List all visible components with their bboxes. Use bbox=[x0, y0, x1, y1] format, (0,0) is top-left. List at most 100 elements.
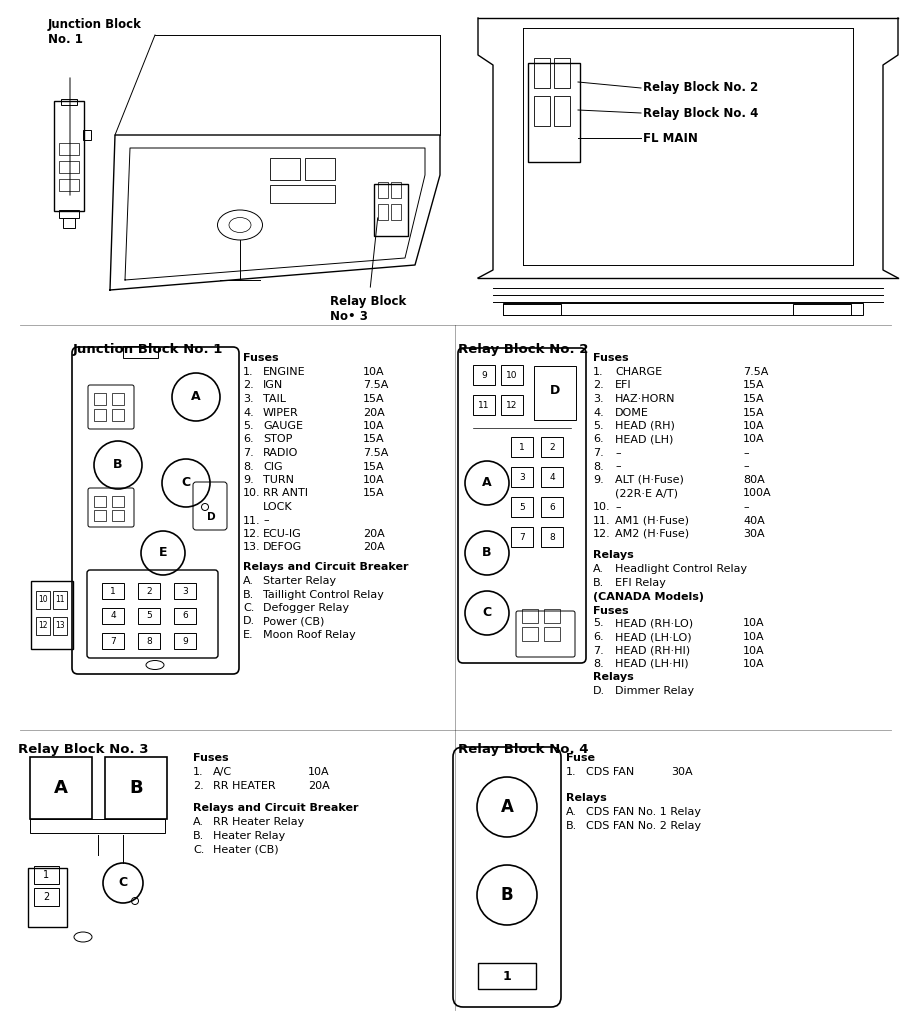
Bar bbox=[378, 182, 388, 198]
Bar bbox=[94, 409, 106, 421]
Text: 5.: 5. bbox=[593, 421, 604, 431]
Text: Relay Block No. 4: Relay Block No. 4 bbox=[458, 743, 589, 756]
Text: 30A: 30A bbox=[743, 529, 764, 539]
Bar bbox=[541, 527, 563, 547]
Text: 1: 1 bbox=[519, 442, 525, 452]
Text: ENGINE: ENGINE bbox=[263, 367, 305, 377]
Bar bbox=[541, 467, 563, 487]
Text: 30A: 30A bbox=[671, 767, 692, 777]
Text: 2.: 2. bbox=[193, 781, 204, 791]
Text: Junction Block
No. 1: Junction Block No. 1 bbox=[48, 18, 142, 46]
Text: HEAD (RH·LO): HEAD (RH·LO) bbox=[615, 618, 693, 629]
Text: A.: A. bbox=[566, 807, 577, 817]
Text: B: B bbox=[482, 547, 492, 559]
Text: STOP: STOP bbox=[263, 434, 292, 444]
Bar bbox=[305, 158, 335, 180]
Text: –: – bbox=[615, 502, 620, 512]
Text: 6: 6 bbox=[549, 503, 555, 512]
Text: –: – bbox=[263, 515, 269, 525]
Bar bbox=[511, 437, 533, 457]
Text: 11.: 11. bbox=[593, 515, 610, 525]
Text: 10A: 10A bbox=[308, 767, 330, 777]
Text: –: – bbox=[743, 462, 749, 471]
Text: 15A: 15A bbox=[363, 462, 384, 471]
Text: 20A: 20A bbox=[363, 529, 384, 539]
Text: Moon Roof Relay: Moon Roof Relay bbox=[263, 630, 356, 640]
Text: RR HEATER: RR HEATER bbox=[213, 781, 276, 791]
Text: DOME: DOME bbox=[615, 408, 649, 418]
Text: 80A: 80A bbox=[743, 475, 764, 485]
Text: Heater (CB): Heater (CB) bbox=[213, 845, 279, 855]
Text: (CANADA Models): (CANADA Models) bbox=[593, 592, 704, 601]
Text: B: B bbox=[113, 459, 123, 471]
Text: 9.: 9. bbox=[593, 475, 604, 485]
Text: A: A bbox=[482, 476, 492, 489]
Text: B.: B. bbox=[593, 578, 604, 588]
Text: Relays: Relays bbox=[566, 793, 607, 803]
Bar bbox=[554, 58, 570, 88]
Bar bbox=[102, 583, 124, 599]
Text: 10A: 10A bbox=[743, 618, 764, 629]
Text: EFI: EFI bbox=[615, 381, 631, 390]
Text: HEAD (RH): HEAD (RH) bbox=[615, 421, 675, 431]
Bar bbox=[105, 757, 167, 819]
Text: 8: 8 bbox=[549, 532, 555, 542]
Text: 10A: 10A bbox=[363, 421, 384, 431]
Text: 10.: 10. bbox=[243, 488, 261, 499]
Text: 3: 3 bbox=[519, 472, 525, 481]
Bar bbox=[102, 633, 124, 649]
Text: B: B bbox=[501, 886, 513, 904]
Text: 7: 7 bbox=[110, 637, 116, 645]
Bar bbox=[59, 210, 79, 218]
Bar bbox=[34, 888, 59, 906]
Text: 15A: 15A bbox=[363, 488, 384, 499]
Text: Taillight Control Relay: Taillight Control Relay bbox=[263, 590, 384, 599]
Bar bbox=[793, 304, 851, 315]
Text: 8: 8 bbox=[146, 637, 152, 645]
Text: TURN: TURN bbox=[263, 475, 294, 485]
Bar bbox=[541, 437, 563, 457]
Text: 2: 2 bbox=[43, 892, 49, 902]
Text: 6: 6 bbox=[182, 611, 188, 621]
Text: 10A: 10A bbox=[743, 645, 764, 655]
Text: 1: 1 bbox=[43, 870, 49, 880]
Bar bbox=[534, 58, 550, 88]
Text: 8.: 8. bbox=[593, 659, 604, 669]
Bar bbox=[270, 185, 335, 203]
Bar bbox=[30, 819, 165, 833]
Text: 100A: 100A bbox=[743, 488, 772, 499]
Bar bbox=[94, 393, 106, 406]
Text: A: A bbox=[500, 798, 514, 816]
Text: D.: D. bbox=[243, 616, 255, 627]
Bar bbox=[501, 365, 523, 385]
Text: 2.: 2. bbox=[593, 381, 604, 390]
Text: 15A: 15A bbox=[743, 408, 764, 418]
Text: Relay Block No. 2: Relay Block No. 2 bbox=[458, 343, 589, 356]
Text: HAZ·HORN: HAZ·HORN bbox=[615, 394, 675, 404]
Text: 1.: 1. bbox=[566, 767, 577, 777]
Bar bbox=[174, 633, 196, 649]
Text: WIPER: WIPER bbox=[263, 408, 299, 418]
Bar bbox=[541, 497, 563, 517]
Text: 13: 13 bbox=[56, 622, 65, 631]
Text: CDS FAN No. 1 Relay: CDS FAN No. 1 Relay bbox=[586, 807, 701, 817]
Text: Dimmer Relay: Dimmer Relay bbox=[615, 685, 694, 695]
Text: Relays and Circuit Breaker: Relays and Circuit Breaker bbox=[193, 803, 359, 813]
Text: 2.: 2. bbox=[243, 381, 254, 390]
Text: AM2 (H·Fuse): AM2 (H·Fuse) bbox=[615, 529, 689, 539]
Text: HEAD (LH·HI): HEAD (LH·HI) bbox=[615, 659, 689, 669]
Text: 15A: 15A bbox=[363, 394, 384, 404]
Text: Fuse: Fuse bbox=[566, 753, 595, 763]
Bar bbox=[53, 591, 67, 609]
Text: –: – bbox=[615, 462, 620, 471]
Bar bbox=[501, 395, 523, 415]
Text: 15A: 15A bbox=[743, 394, 764, 404]
Text: HEAD (LH): HEAD (LH) bbox=[615, 434, 673, 444]
Bar bbox=[478, 963, 536, 989]
Text: CIG: CIG bbox=[263, 462, 282, 471]
Text: Starter Relay: Starter Relay bbox=[263, 575, 336, 586]
Bar bbox=[522, 609, 538, 623]
Text: Heater Relay: Heater Relay bbox=[213, 831, 285, 841]
Text: Relay Block No. 3: Relay Block No. 3 bbox=[18, 743, 148, 756]
Text: B: B bbox=[129, 779, 143, 797]
